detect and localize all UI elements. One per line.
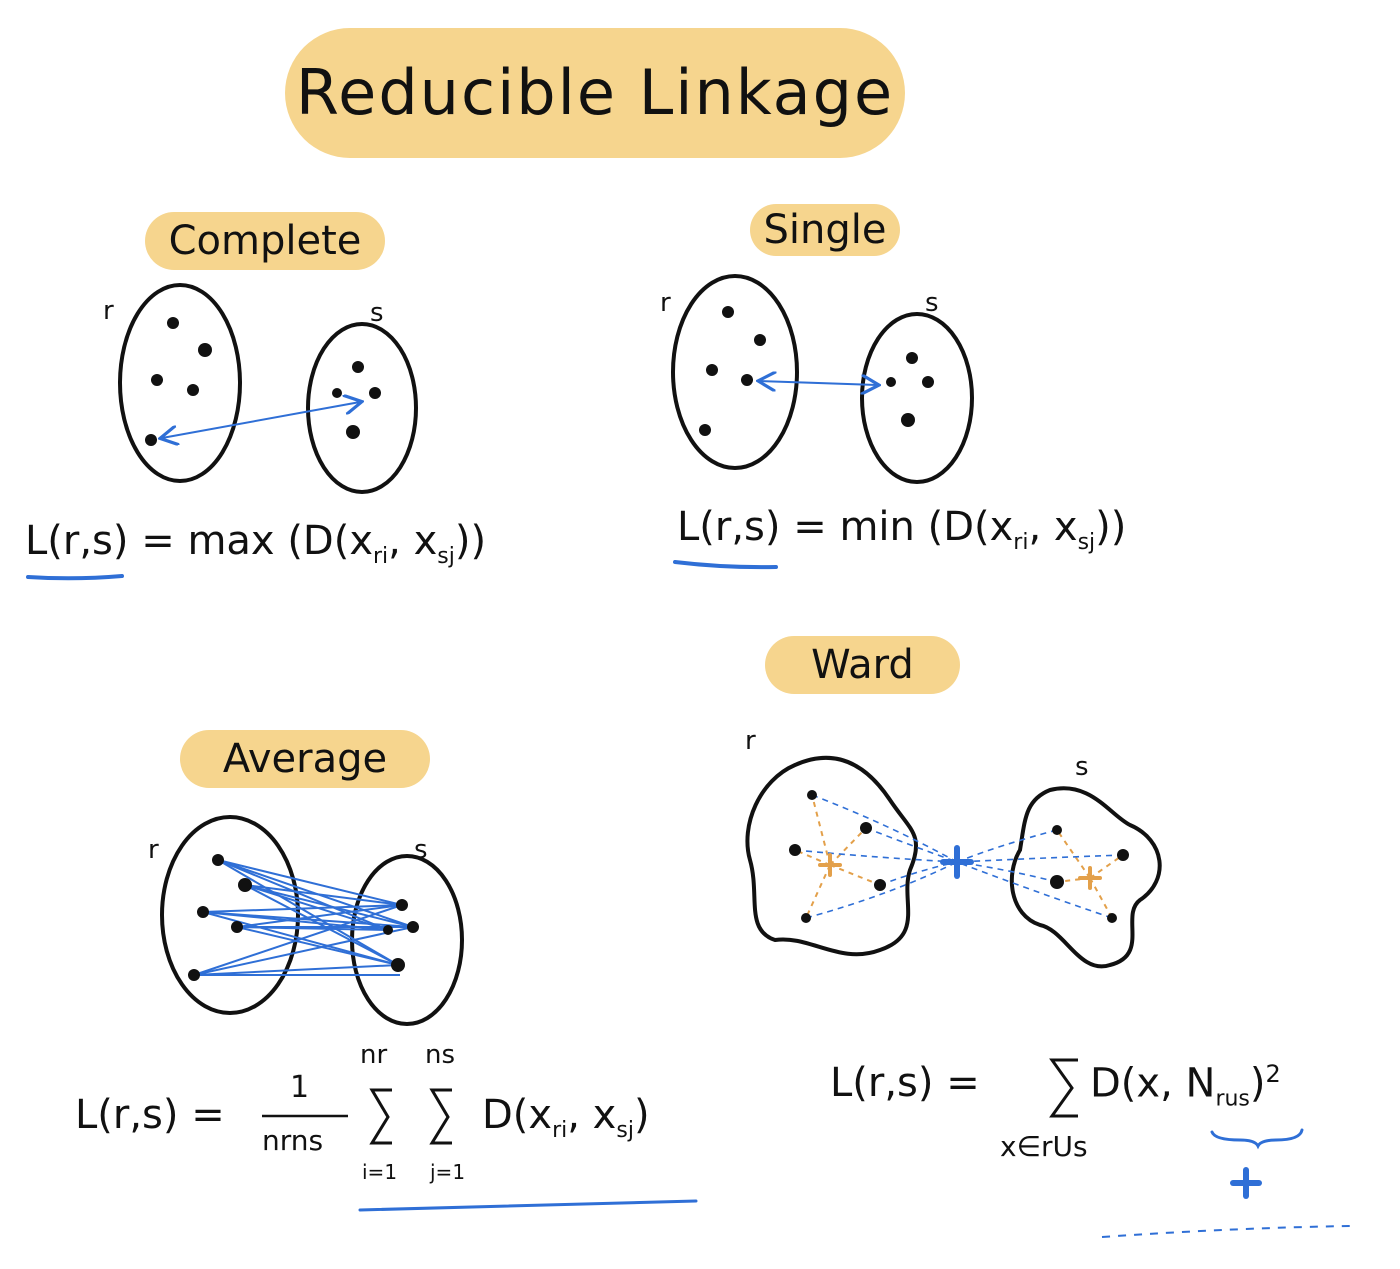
single-formula: L(r,s) = min (D(xri, xsj)) [677, 504, 1126, 555]
ward-formula-d: D(x, N [1090, 1060, 1216, 1107]
average-diagram [160, 815, 698, 1212]
average-sum-top-1: nr [360, 1040, 388, 1070]
complete-diagram [26, 283, 418, 581]
ward-formula-body: D(x, Nrus)2 [1090, 1060, 1281, 1111]
complete-formula-sub1: ri [373, 544, 389, 569]
single-formula-sub1: ri [1013, 530, 1029, 555]
single-cluster-r [671, 274, 799, 470]
complete-heading-highlight: Complete [145, 212, 385, 270]
ward-sum-sign [1049, 1058, 1078, 1118]
ward-formula-lhs: L(r,s) = [830, 1060, 980, 1106]
complete-max-arrow [162, 402, 360, 438]
complete-formula: L(r,s) = max (D(xri, xsj)) [25, 518, 486, 569]
ward-heading: Ward [811, 642, 914, 688]
average-sum-signs [369, 1088, 452, 1145]
average-formula-sub2: sj [616, 1118, 634, 1143]
average-formula-sub1: ri [552, 1118, 568, 1143]
ward-formula-power: 2 [1265, 1060, 1281, 1088]
average-formula-lhs: L(r,s) = [75, 1092, 225, 1138]
average-cluster-s [350, 854, 464, 1026]
average-sum-bottom-1: i=1 [362, 1160, 398, 1184]
average-formula-close: ) [633, 1092, 650, 1138]
single-formula-close: )) [1095, 504, 1127, 550]
complete-points [145, 317, 381, 446]
average-heading-highlight: Average [180, 730, 430, 788]
complete-underline [26, 574, 124, 581]
average-underline [358, 1199, 698, 1212]
ward-cluster-r [745, 755, 919, 957]
ward-cluster-s [1009, 786, 1162, 969]
complete-formula-sub2: sj [437, 544, 455, 569]
ward-heading-highlight: Ward [765, 636, 960, 694]
single-underline [673, 560, 778, 570]
single-heading: Single [763, 207, 887, 253]
ward-brace [1210, 1128, 1304, 1150]
average-label-r: r [148, 835, 159, 865]
ward-dashed-underline [1101, 1225, 1351, 1238]
complete-formula-close: )) [454, 518, 487, 564]
complete-formula-sep: , x [388, 518, 438, 564]
single-label-s: s [925, 288, 939, 318]
average-formula-body: D(xri, xsj) [482, 1092, 650, 1143]
ward-label-r: r [745, 726, 756, 756]
ward-formula-sub-n: rus [1215, 1086, 1250, 1112]
complete-formula-lhs: L(r,s) [25, 518, 129, 564]
average-sum-bottom-2: j=1 [430, 1160, 466, 1184]
ward-merged-centroid [940, 845, 974, 879]
page-title: Reducible Linkage [295, 56, 895, 129]
ward-formula-centroid [1230, 1167, 1262, 1199]
single-formula-rhs: = min (D(x [793, 504, 1014, 550]
single-cluster-s [860, 312, 974, 484]
average-formula-sep: , x [567, 1092, 617, 1138]
ward-centroid-links [794, 794, 1124, 919]
single-formula-sub2: sj [1077, 530, 1096, 555]
complete-cluster-r [118, 283, 242, 483]
average-points [188, 854, 419, 981]
complete-label-s: s [370, 298, 384, 328]
average-cluster-r [160, 815, 300, 1015]
ward-sum-bottom: x∈rUs [1000, 1130, 1088, 1163]
single-formula-lhs: L(r,s) [677, 504, 781, 550]
average-heading: Average [222, 736, 388, 782]
ward-formula-close: ) [1249, 1060, 1266, 1107]
average-fraction-denominator: nrns [262, 1124, 324, 1157]
single-label-r: r [660, 288, 671, 318]
average-formula-d: D(x [482, 1092, 553, 1138]
single-heading-highlight: Single [750, 204, 900, 256]
single-min-arrow [760, 381, 877, 385]
complete-label-r: r [103, 296, 114, 326]
average-fraction-numerator: 1 [290, 1070, 310, 1105]
title-highlight: Reducible Linkage [285, 28, 905, 158]
complete-formula-rhs: = max (D(x [141, 518, 373, 564]
ward-points [789, 790, 1129, 923]
ward-diagram [745, 755, 1351, 1238]
single-points [699, 306, 934, 436]
single-formula-sep: , x [1028, 504, 1078, 550]
single-diagram [671, 274, 974, 570]
ward-cluster-centroids [818, 853, 1102, 890]
average-pair-lines [193, 859, 414, 976]
ward-label-s: s [1075, 752, 1089, 782]
average-sum-top-2: ns [425, 1040, 456, 1070]
complete-heading: Complete [168, 218, 362, 264]
